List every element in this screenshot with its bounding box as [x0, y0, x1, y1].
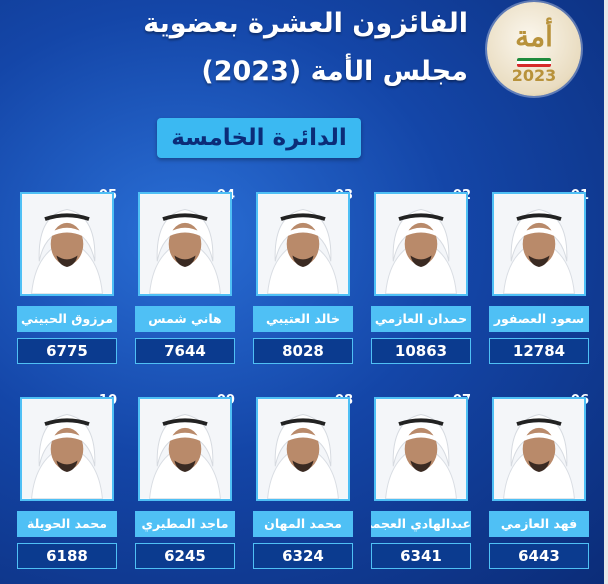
candidate-card-09: 09 ماجد المطيري 6245 [135, 393, 235, 573]
candidate-name: عبدالهادي العجمي [371, 511, 471, 537]
district-label: الدائرة الخامسة [157, 118, 361, 158]
candidate-name: خالد العتيبي [253, 306, 353, 332]
candidate-name: سعود العصفور [489, 306, 589, 332]
candidate-name: محمد المهان [253, 511, 353, 537]
candidate-votes: 6245 [135, 543, 235, 569]
candidate-votes: 8028 [253, 338, 353, 364]
candidate-photo [20, 192, 114, 296]
candidate-photo [492, 192, 586, 296]
candidate-card-03: 03 خالد العتيبي 8028 [253, 188, 353, 368]
candidate-votes: 6341 [371, 543, 471, 569]
candidate-card-05: 05 مرزوق الحبيني 6775 [17, 188, 117, 368]
candidate-card-06: 06 فهد العازمي 6443 [489, 393, 589, 573]
candidate-photo [374, 192, 468, 296]
candidate-photo [492, 397, 586, 501]
candidate-votes: 6443 [489, 543, 589, 569]
candidate-card-02: 02 حمدان العازمي 10863 [371, 188, 471, 368]
candidate-photo [138, 192, 232, 296]
logo-text: أمة [515, 20, 553, 53]
kuwait-flag-icon [517, 58, 551, 67]
poster-title-line-2: مجلس الأمة (2023) [201, 56, 468, 87]
candidate-name: مرزوق الحبيني [17, 306, 117, 332]
candidate-name: هاني شمس [135, 306, 235, 332]
candidate-card-08: 08 محمد المهان 6324 [253, 393, 353, 573]
candidate-name: فهد العازمي [489, 511, 589, 537]
logo-year: 2023 [511, 66, 557, 85]
candidate-photo [256, 192, 350, 296]
candidate-photo [256, 397, 350, 501]
national-assembly-logo: أمة 2023 [487, 2, 581, 96]
candidate-photo [20, 397, 114, 501]
candidate-card-01: 01 سعود العصفور 12784 [489, 188, 589, 368]
candidate-votes: 6188 [17, 543, 117, 569]
candidate-name: ماجد المطيري [135, 511, 235, 537]
candidate-name: محمد الحويلة [17, 511, 117, 537]
poster-title-line-1: الفائزون العشرة بعضوية [143, 8, 468, 39]
candidate-card-10: 10 محمد الحويلة 6188 [17, 393, 117, 573]
candidate-votes: 12784 [489, 338, 589, 364]
candidate-photo [374, 397, 468, 501]
candidate-name: حمدان العازمي [371, 306, 471, 332]
candidate-votes: 7644 [135, 338, 235, 364]
candidate-card-07: 07 عبدالهادي العجمي 6341 [371, 393, 471, 573]
candidate-photo [138, 397, 232, 501]
candidate-card-04: 04 هاني شمس 7644 [135, 188, 235, 368]
candidate-votes: 10863 [371, 338, 471, 364]
candidate-votes: 6775 [17, 338, 117, 364]
candidate-votes: 6324 [253, 543, 353, 569]
